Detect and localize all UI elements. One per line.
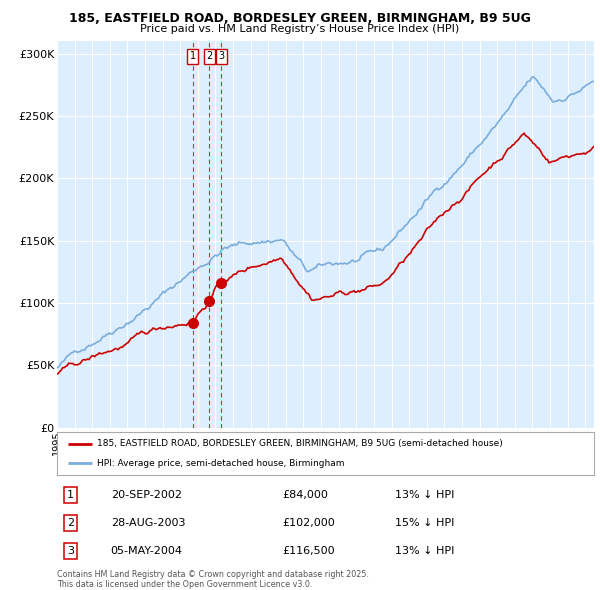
Text: 3: 3	[67, 546, 74, 556]
Text: 05-MAY-2004: 05-MAY-2004	[111, 546, 182, 556]
Text: £116,500: £116,500	[283, 546, 335, 556]
Text: HPI: Average price, semi-detached house, Birmingham: HPI: Average price, semi-detached house,…	[97, 459, 345, 468]
Text: 3: 3	[218, 51, 224, 61]
Text: 13% ↓ HPI: 13% ↓ HPI	[395, 546, 455, 556]
Text: £84,000: £84,000	[283, 490, 328, 500]
Text: 15% ↓ HPI: 15% ↓ HPI	[395, 518, 455, 527]
Text: 2: 2	[67, 518, 74, 527]
Text: Contains HM Land Registry data © Crown copyright and database right 2025.
This d: Contains HM Land Registry data © Crown c…	[57, 570, 369, 589]
Text: £102,000: £102,000	[283, 518, 335, 527]
Text: 28-AUG-2003: 28-AUG-2003	[111, 518, 185, 527]
Text: 13% ↓ HPI: 13% ↓ HPI	[395, 490, 455, 500]
Text: 20-SEP-2002: 20-SEP-2002	[111, 490, 182, 500]
Text: 185, EASTFIELD ROAD, BORDESLEY GREEN, BIRMINGHAM, B9 5UG (semi-detached house): 185, EASTFIELD ROAD, BORDESLEY GREEN, BI…	[97, 440, 503, 448]
Text: 2: 2	[206, 51, 212, 61]
Text: Price paid vs. HM Land Registry’s House Price Index (HPI): Price paid vs. HM Land Registry’s House …	[140, 24, 460, 34]
Text: 1: 1	[67, 490, 74, 500]
Text: 185, EASTFIELD ROAD, BORDESLEY GREEN, BIRMINGHAM, B9 5UG: 185, EASTFIELD ROAD, BORDESLEY GREEN, BI…	[69, 12, 531, 25]
Text: 1: 1	[190, 51, 196, 61]
